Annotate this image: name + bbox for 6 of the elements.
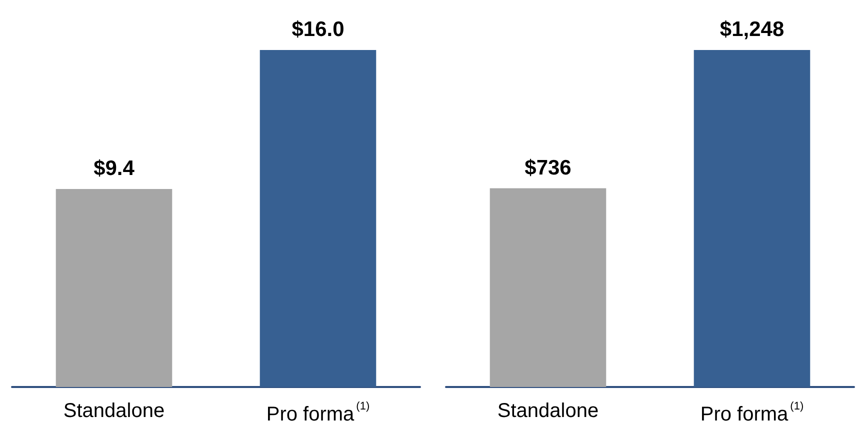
data-label: $9.4	[94, 157, 135, 180]
data-label: $1,248	[720, 18, 784, 41]
data-label: $16.0	[292, 18, 344, 41]
data-label: $736	[524, 156, 572, 180]
x-tick-label: Standalone	[497, 400, 599, 422]
x-tick-label: Standalone	[63, 400, 165, 422]
